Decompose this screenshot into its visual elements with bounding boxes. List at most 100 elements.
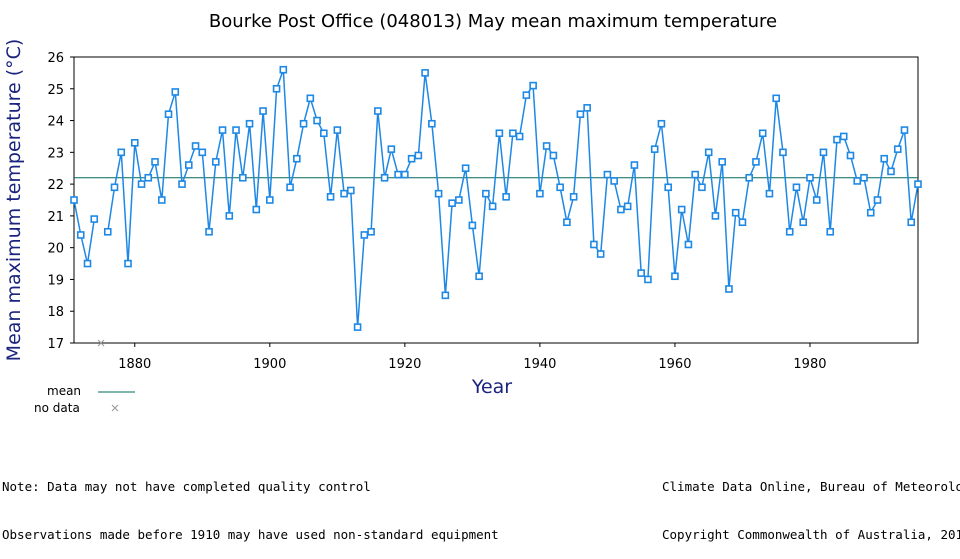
data-point xyxy=(83,259,92,268)
data-point xyxy=(907,218,916,227)
data-point xyxy=(401,170,409,179)
x-tick-label: 1940 xyxy=(523,357,556,372)
data-point xyxy=(360,231,369,239)
data-point xyxy=(76,231,85,239)
data-point xyxy=(178,180,186,188)
data-point xyxy=(245,119,254,128)
data-point xyxy=(515,132,524,141)
data-point xyxy=(232,126,240,134)
data-point xyxy=(711,212,720,220)
data-point xyxy=(758,129,767,138)
y-tick-label: 17 xyxy=(47,337,64,352)
data-point xyxy=(252,205,261,214)
data-point xyxy=(299,119,308,128)
data-point xyxy=(286,183,294,192)
legend: mean no data xyxy=(34,384,135,415)
plot-area xyxy=(73,56,919,344)
data-point xyxy=(137,180,146,188)
data-point xyxy=(239,173,247,182)
y-tick-label: 19 xyxy=(47,273,64,288)
data-point xyxy=(306,94,315,103)
data-point xyxy=(725,285,733,293)
data-point xyxy=(826,227,835,236)
data-point xyxy=(880,154,889,163)
data-point xyxy=(846,151,855,160)
data-point xyxy=(455,196,463,204)
x-axis-label: Year xyxy=(471,376,512,398)
data-point xyxy=(374,107,382,115)
x-tick-label: 1880 xyxy=(118,357,151,372)
plot-border xyxy=(73,56,919,344)
data-point xyxy=(211,158,220,166)
x-tick-label: 1960 xyxy=(658,357,691,372)
data-point xyxy=(596,250,605,258)
data-point xyxy=(785,227,794,236)
data-point xyxy=(272,84,281,93)
data-point xyxy=(833,135,841,144)
data-point xyxy=(576,110,585,118)
y-tick-label: 24 xyxy=(47,115,64,130)
data-point xyxy=(873,196,882,204)
data-point xyxy=(650,145,659,153)
data-point xyxy=(556,183,564,192)
data-point xyxy=(610,177,618,185)
data-point xyxy=(853,177,862,185)
data-point xyxy=(590,240,598,249)
data-point xyxy=(900,126,909,134)
notes-left: Note: Data may not have completed qualit… xyxy=(2,447,499,559)
data-point xyxy=(205,227,213,236)
data-point xyxy=(691,170,699,179)
data-point xyxy=(218,126,227,134)
legend-label-no-data: no data xyxy=(34,401,80,415)
data-point xyxy=(333,126,342,134)
data-point xyxy=(684,240,693,249)
credit-line: Climate Data Online, Bureau of Meteorolo… xyxy=(662,479,960,494)
data-point xyxy=(164,110,173,118)
data-point xyxy=(70,196,78,204)
y-tick-label: 20 xyxy=(47,242,64,257)
data-point xyxy=(103,227,112,236)
data-point xyxy=(765,189,774,198)
data-point xyxy=(536,189,544,198)
data-point xyxy=(731,208,740,217)
data-point xyxy=(569,193,578,201)
data-point xyxy=(806,173,814,182)
data-point xyxy=(866,208,875,217)
data-point xyxy=(893,145,902,153)
series-line xyxy=(73,199,96,264)
data-point xyxy=(151,158,159,166)
data-point xyxy=(839,132,848,141)
data-point xyxy=(225,212,234,220)
data-point xyxy=(637,269,645,277)
y-tick-label: 25 xyxy=(47,83,64,98)
note-line: Observations made before 1910 may have u… xyxy=(2,527,499,542)
data-point xyxy=(509,129,517,138)
data-point xyxy=(617,205,625,214)
data-point xyxy=(90,215,99,223)
data-point xyxy=(259,107,267,115)
data-point xyxy=(144,173,153,182)
y-tick-label: 18 xyxy=(47,305,64,320)
data-point xyxy=(718,158,726,166)
data-point xyxy=(414,151,423,160)
data-point xyxy=(914,180,922,188)
data-point xyxy=(184,161,193,169)
y-tick-label: 23 xyxy=(47,146,64,161)
series-line xyxy=(107,69,919,328)
data-point xyxy=(434,189,443,198)
data-point xyxy=(367,227,375,236)
data-point xyxy=(664,183,672,192)
chart-title: Bourke Post Office (048013) May mean max… xyxy=(209,11,777,32)
data-point xyxy=(812,196,821,204)
data-point xyxy=(353,323,362,331)
data-point xyxy=(502,193,510,201)
data-point xyxy=(887,167,895,176)
data-point xyxy=(394,170,402,179)
no-data-layer xyxy=(97,339,105,347)
data-point xyxy=(380,173,389,182)
data-point xyxy=(657,119,666,128)
data-point xyxy=(468,221,477,230)
note-line: Note: Data may not have completed qualit… xyxy=(2,479,371,494)
chart-canvas: Bourke Post Office (048013) May mean max… xyxy=(3,11,922,415)
x-tick-label: 1900 xyxy=(253,357,286,372)
